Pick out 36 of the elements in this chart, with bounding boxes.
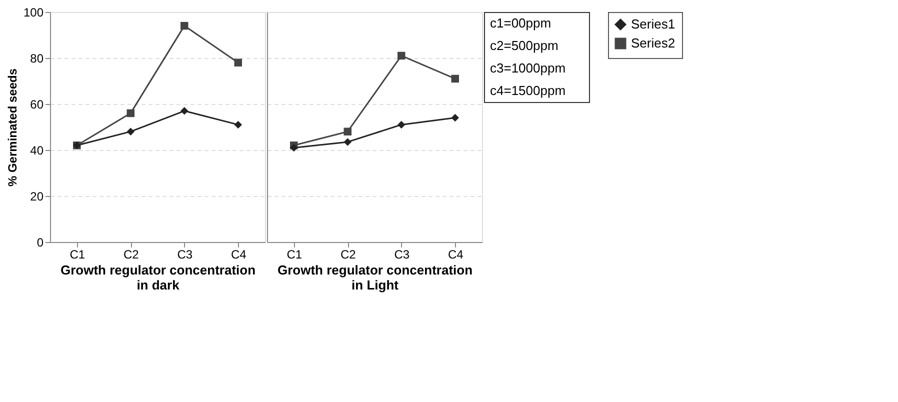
x-axis-title: Growth regulator concentration in dark	[60, 262, 256, 292]
point	[451, 114, 459, 122]
text: c3=1000ppm	[490, 60, 566, 76]
x-axis-title: Growth regulator concentration in Light	[277, 262, 473, 292]
point	[180, 107, 188, 115]
point	[234, 120, 242, 129]
x-tick-label: C4	[230, 248, 247, 262]
x-tick-label: C4	[448, 248, 464, 262]
x-tick-label: C1	[70, 248, 86, 262]
text: c2=500ppm	[490, 38, 558, 53]
y-tick-label: 60	[30, 98, 44, 112]
point	[290, 144, 298, 152]
x-tick-label: C3	[394, 248, 410, 262]
point	[344, 128, 352, 136]
y-tick-label: 40	[30, 144, 44, 158]
point	[126, 128, 134, 136]
x-tick-label: C2	[123, 248, 140, 262]
legend-label: Series1	[631, 16, 676, 32]
x-tick-label: C3	[177, 248, 193, 262]
y-tick-label: 0	[36, 236, 44, 250]
x-tick-label: C2	[340, 248, 356, 262]
y-tick-label: 80	[30, 52, 44, 66]
y-tick-label: 20	[30, 190, 44, 204]
y-tick-label: 100	[23, 6, 44, 20]
text: c1=00ppm	[490, 15, 552, 30]
text: c4=1500ppm	[490, 82, 566, 98]
point	[234, 58, 242, 66]
point	[126, 109, 134, 118]
x-tick-label: C1	[286, 248, 302, 262]
point	[398, 52, 406, 60]
legend-label: Series2	[631, 36, 676, 50]
point	[398, 120, 406, 129]
point	[451, 74, 459, 83]
y-axis-title: % Germinated seeds	[5, 68, 20, 187]
point	[180, 22, 188, 30]
point	[344, 138, 352, 146]
